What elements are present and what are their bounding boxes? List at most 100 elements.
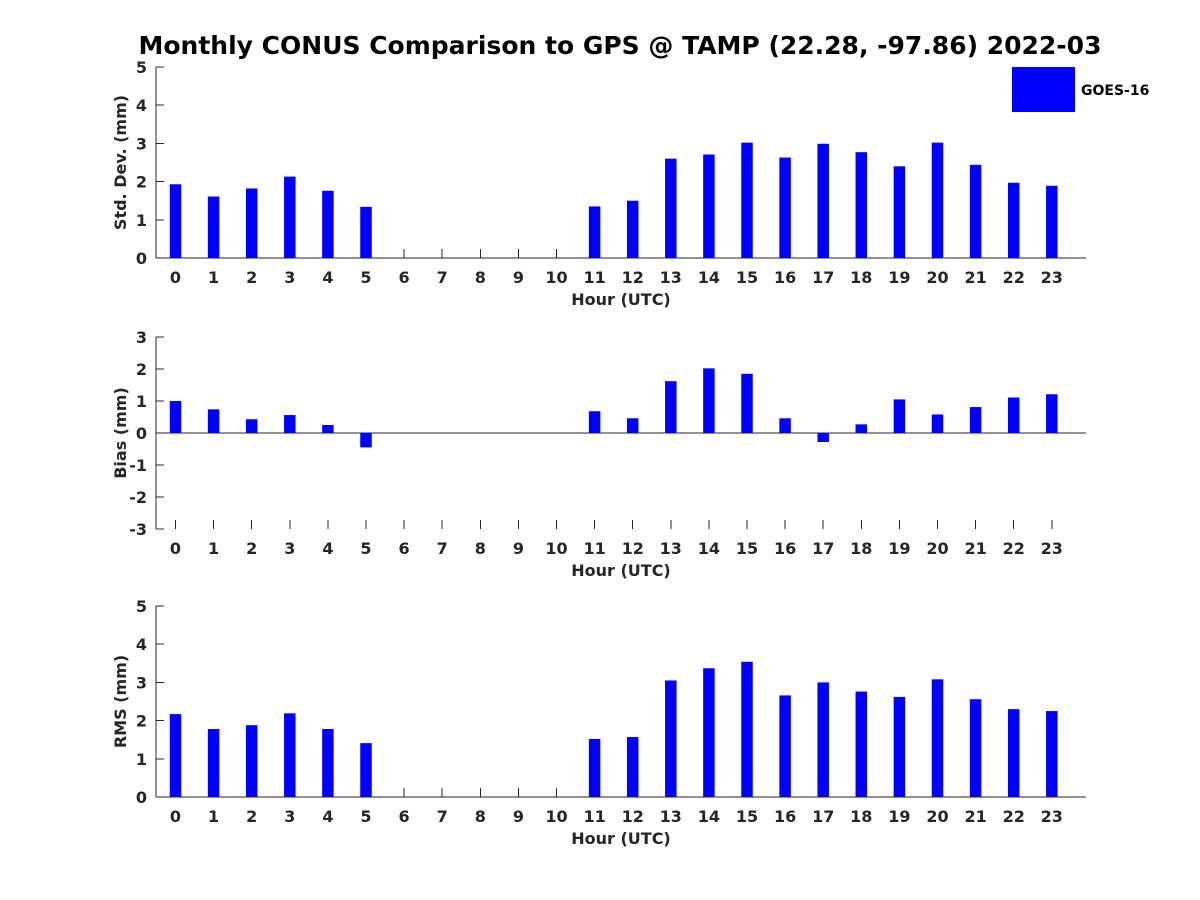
bias-bar (284, 415, 296, 433)
y-tick-label: 3 (136, 134, 147, 153)
x-tick-label: 6 (399, 268, 410, 287)
x-tick-label: 20 (926, 807, 948, 826)
y-tick-label: 0 (136, 424, 147, 443)
x-tick-label: 2 (246, 807, 257, 826)
bias-bar (969, 407, 982, 433)
x-tick-label: 15 (736, 807, 758, 826)
rms-bar (703, 668, 715, 797)
x-tick-label: 7 (437, 539, 448, 558)
stddev-bar (626, 200, 639, 258)
x-tick-label: 6 (399, 807, 410, 826)
x-axis-label: Hour (UTC) (571, 561, 671, 580)
x-axis-label: Hour (UTC) (571, 829, 671, 848)
stddev-bar (931, 142, 944, 258)
x-tick-label: 13 (660, 807, 682, 826)
x-tick-label: 10 (545, 539, 567, 558)
x-tick-label: 12 (622, 539, 644, 558)
x-tick-label: 15 (736, 539, 758, 558)
stddev-bar (703, 154, 715, 258)
x-tick-label: 4 (322, 539, 333, 558)
y-tick-label: 2 (136, 360, 147, 379)
x-tick-label: 14 (698, 268, 720, 287)
y-tick-label: 0 (136, 249, 147, 268)
x-tick-label: 9 (513, 268, 524, 287)
x-tick-label: 23 (1041, 268, 1063, 287)
stddev-bar (1046, 185, 1058, 258)
x-tick-label: 14 (698, 539, 720, 558)
y-tick-label: 0 (136, 788, 147, 807)
stddev-bar (969, 164, 982, 258)
rms-bar (741, 661, 753, 797)
y-tick-label: 1 (136, 750, 147, 769)
rms-bar (1007, 709, 1020, 797)
rms-bar (626, 737, 639, 797)
x-tick-label: 0 (170, 539, 181, 558)
x-tick-label: 9 (513, 539, 524, 558)
x-tick-label: 7 (437, 268, 448, 287)
stddev-bar (360, 206, 372, 258)
x-axis-label: Hour (UTC) (571, 290, 671, 309)
x-tick-label: 8 (475, 807, 486, 826)
x-tick-label: 21 (964, 807, 986, 826)
y-tick-label: 1 (136, 392, 147, 411)
x-tick-label: 19 (888, 807, 910, 826)
x-tick-label: 1 (208, 268, 219, 287)
x-tick-label: 20 (926, 268, 948, 287)
x-tick-label: 8 (475, 268, 486, 287)
y-tick-label: 1 (136, 211, 147, 230)
x-tick-label: 4 (322, 268, 333, 287)
rms-bar (931, 679, 944, 797)
y-tick-label: 2 (136, 712, 147, 731)
rms-bar (665, 680, 677, 797)
bias-bar (169, 401, 182, 433)
stddev-bar (245, 188, 258, 258)
x-tick-label: 23 (1041, 539, 1063, 558)
x-tick-label: 3 (284, 539, 295, 558)
bias-bar (893, 399, 906, 433)
bias-bar (588, 411, 601, 433)
x-tick-label: 11 (583, 268, 605, 287)
bias-bar (817, 433, 829, 442)
x-tick-label: 3 (284, 807, 295, 826)
y-axis-label: Std. Dev. (mm) (111, 95, 130, 230)
x-tick-label: 19 (888, 539, 910, 558)
x-tick-label: 12 (622, 268, 644, 287)
bias-bar (245, 419, 258, 433)
rms-bar (245, 725, 258, 797)
x-tick-label: 11 (583, 539, 605, 558)
y-tick-label: 2 (136, 173, 147, 192)
stddev-bar (169, 184, 182, 258)
x-tick-label: 12 (622, 807, 644, 826)
x-tick-label: 8 (475, 539, 486, 558)
y-tick-label: -2 (129, 488, 147, 507)
rms-bar (855, 691, 868, 797)
x-tick-label: 22 (1003, 268, 1025, 287)
x-tick-label: 16 (774, 539, 796, 558)
bias-bar (855, 424, 868, 433)
x-tick-label: 15 (736, 268, 758, 287)
x-tick-label: 5 (360, 268, 371, 287)
x-tick-label: 2 (246, 268, 257, 287)
bias-bar (931, 414, 944, 433)
x-tick-label: 7 (437, 807, 448, 826)
x-tick-label: 1 (208, 807, 219, 826)
bias-bar (741, 373, 753, 433)
x-tick-label: 11 (583, 807, 605, 826)
x-tick-label: 2 (246, 539, 257, 558)
x-tick-label: 22 (1003, 807, 1025, 826)
x-tick-label: 17 (812, 807, 834, 826)
y-tick-label: 5 (136, 597, 147, 616)
stddev-bar (284, 176, 296, 258)
x-tick-label: 5 (360, 807, 371, 826)
y-axis-label: Bias (mm) (111, 387, 130, 479)
y-axis-label: RMS (mm) (111, 655, 130, 748)
rms-bar (588, 738, 601, 797)
x-tick-label: 5 (360, 539, 371, 558)
x-tick-label: 13 (660, 539, 682, 558)
x-tick-label: 19 (888, 268, 910, 287)
stddev-bar (779, 157, 791, 258)
x-tick-label: 17 (812, 268, 834, 287)
